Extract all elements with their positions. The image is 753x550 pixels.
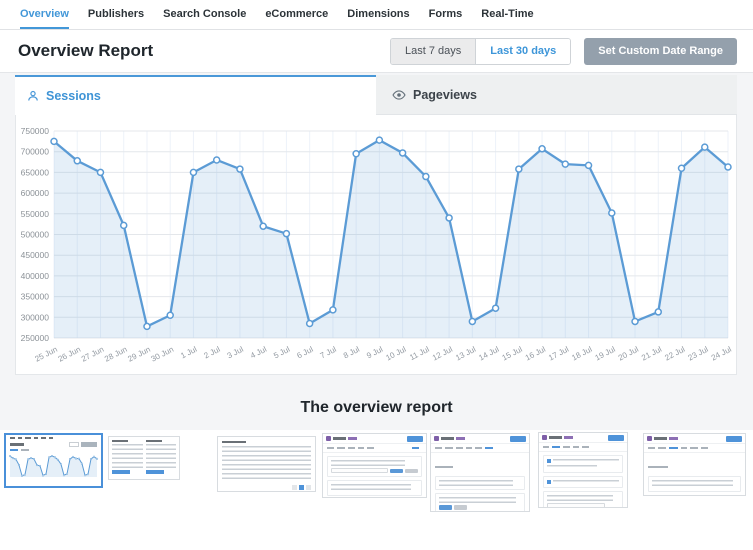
svg-text:24 Jul: 24 Jul — [710, 345, 733, 363]
svg-text:5 Jul: 5 Jul — [272, 345, 291, 361]
svg-text:3 Jul: 3 Jul — [226, 345, 245, 361]
svg-text:30 Jun: 30 Jun — [150, 345, 175, 364]
mini-line-chart — [7, 453, 100, 480]
thumb-section-title — [431, 453, 529, 473]
svg-text:10 Jul: 10 Jul — [384, 345, 407, 363]
nav-tab-dimensions[interactable]: Dimensions — [347, 0, 409, 29]
nav-tab-overview[interactable]: Overview — [20, 0, 69, 29]
tab-pageviews-label: Pageviews — [413, 88, 477, 102]
thumb-section — [327, 456, 422, 477]
svg-text:350000: 350000 — [21, 292, 50, 302]
nav-tab-real-time[interactable]: Real-Time — [481, 0, 533, 29]
thumbnail-settings-engagement-page[interactable] — [538, 432, 628, 508]
svg-text:14 Jul: 14 Jul — [477, 345, 500, 363]
sessions-chart-panel: 250000 300000 350000 400000 450000 500000 5500… — [15, 115, 737, 375]
thumb-section — [435, 476, 525, 490]
svg-text:500000: 500000 — [21, 230, 50, 240]
last-7-days-button[interactable]: Last 7 days — [391, 39, 475, 64]
svg-text:750000: 750000 — [21, 126, 50, 136]
thumbnail-overview-report-chart[interactable] — [4, 433, 103, 488]
thumb-settings-nav — [539, 443, 627, 452]
svg-text:17 Jul: 17 Jul — [547, 345, 570, 363]
tab-pageviews[interactable]: Pageviews — [376, 75, 737, 115]
svg-text:28 Jun: 28 Jun — [103, 345, 128, 364]
thumbnail-top-posts-list[interactable] — [217, 436, 316, 492]
svg-text:6 Jul: 6 Jul — [295, 345, 314, 361]
nav-tab-ecommerce[interactable]: eCommerce — [265, 0, 328, 29]
thumb-toolbar-decor — [6, 441, 101, 448]
app-root: Overview Publishers Search Console eComm… — [0, 0, 753, 550]
thumbnail-top-tables-report[interactable] — [108, 436, 180, 480]
page-title: Overview Report — [18, 41, 153, 61]
svg-text:20 Jul: 20 Jul — [617, 345, 640, 363]
set-custom-date-range-button[interactable]: Set Custom Date Range — [584, 38, 737, 65]
thumb-list-decor — [218, 437, 315, 492]
thumbnail-settings-ecommerce-page[interactable] — [643, 433, 746, 496]
thumb-section — [435, 493, 525, 512]
svg-text:23 Jul: 23 Jul — [687, 345, 710, 363]
svg-text:29 Jun: 29 Jun — [126, 345, 151, 364]
monsterinsights-logo — [323, 434, 426, 444]
svg-text:450000: 450000 — [21, 250, 50, 260]
thumb-section-title — [644, 453, 745, 473]
nav-tab-forms[interactable]: Forms — [429, 0, 463, 29]
monsterinsights-logo — [431, 434, 529, 444]
svg-text:19 Jul: 19 Jul — [594, 345, 617, 363]
image-caption: The overview report — [0, 399, 753, 417]
svg-text:250000: 250000 — [21, 333, 50, 343]
report-header: Overview Report Last 7 days Last 30 days… — [0, 30, 753, 73]
nav-tab-search-console[interactable]: Search Console — [163, 0, 246, 29]
thumb-section — [543, 476, 623, 488]
svg-text:13 Jul: 13 Jul — [454, 345, 477, 363]
thumbnail-settings-permissions-page[interactable] — [430, 433, 530, 512]
thumb-section — [327, 480, 422, 496]
thumb-settings-nav — [323, 444, 426, 453]
last-30-days-button[interactable]: Last 30 days — [475, 39, 570, 64]
svg-text:22 Jul: 22 Jul — [663, 345, 686, 363]
thumbnail-settings-license-page[interactable] — [322, 433, 427, 498]
svg-text:15 Jul: 15 Jul — [501, 345, 524, 363]
svg-text:600000: 600000 — [21, 188, 50, 198]
svg-text:18 Jul: 18 Jul — [570, 345, 593, 363]
monsterinsights-logo — [539, 433, 627, 443]
svg-text:25 Jun: 25 Jun — [33, 345, 58, 364]
svg-text:550000: 550000 — [21, 209, 50, 219]
svg-text:4 Jul: 4 Jul — [249, 345, 268, 361]
svg-text:400000: 400000 — [21, 271, 50, 281]
tab-sessions[interactable]: Sessions — [15, 75, 376, 115]
thumb-tables-decor — [109, 437, 179, 477]
person-icon — [27, 90, 39, 102]
svg-text:650000: 650000 — [21, 167, 50, 177]
svg-text:26 Jun: 26 Jun — [57, 345, 82, 364]
svg-text:2 Jul: 2 Jul — [202, 345, 221, 361]
svg-text:27 Jun: 27 Jun — [80, 345, 105, 364]
svg-text:700000: 700000 — [21, 147, 50, 157]
svg-text:300000: 300000 — [21, 312, 50, 322]
svg-text:9 Jul: 9 Jul — [365, 345, 384, 361]
sessions-line-chart: 250000 300000 350000 400000 450000 500000 5500… — [16, 115, 736, 373]
thumb-settings-nav — [431, 444, 529, 453]
svg-text:11 Jul: 11 Jul — [408, 345, 431, 363]
svg-text:12 Jul: 12 Jul — [431, 345, 454, 363]
thumb-tabs-decor — [6, 448, 101, 452]
date-range-controls: Last 7 days Last 30 days Set Custom Date… — [390, 38, 737, 65]
thumb-section — [648, 495, 741, 496]
svg-text:8 Jul: 8 Jul — [342, 345, 361, 361]
thumb-section — [648, 476, 741, 492]
date-range-segmented-control: Last 7 days Last 30 days — [390, 38, 571, 65]
top-nav: Overview Publishers Search Console eComm… — [0, 0, 753, 30]
thumb-section — [543, 491, 623, 508]
nav-tab-publishers[interactable]: Publishers — [88, 0, 144, 29]
svg-text:1 Jul: 1 Jul — [179, 345, 198, 361]
svg-text:16 Jul: 16 Jul — [524, 345, 547, 363]
eye-icon — [392, 90, 406, 100]
monsterinsights-logo — [644, 434, 745, 444]
svg-text:7 Jul: 7 Jul — [319, 345, 338, 361]
thumb-section — [543, 455, 623, 473]
svg-text:21 Jul: 21 Jul — [640, 345, 663, 363]
tab-sessions-label: Sessions — [46, 89, 101, 103]
thumb-settings-nav — [644, 444, 745, 453]
